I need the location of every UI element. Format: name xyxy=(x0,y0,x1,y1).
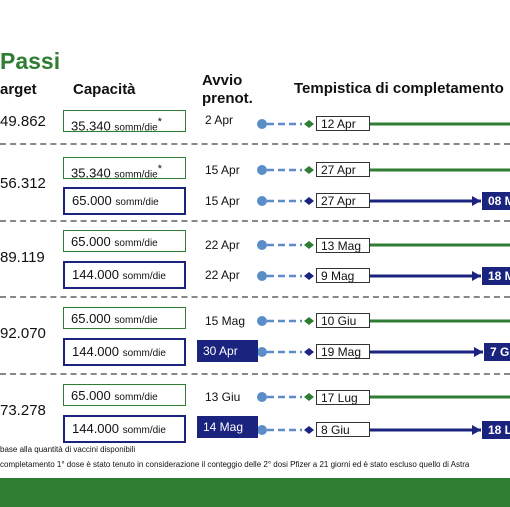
completion-date: 19 Mag xyxy=(316,344,370,359)
capacity-box-highlight: 144.000 somm/die xyxy=(63,415,186,443)
start-dot xyxy=(257,392,267,402)
capacity-number: 65.000 xyxy=(71,311,111,326)
start-date-highlight: 30 Apr xyxy=(197,340,258,362)
completion-date: 17 Lug xyxy=(316,390,370,405)
capacity-box: 65.000 somm/die xyxy=(63,307,186,329)
page-title: Passi xyxy=(0,48,61,74)
completion-date: 10 Giu xyxy=(316,313,370,328)
diamond-marker xyxy=(304,166,314,174)
completion-date: 8 Giu xyxy=(316,422,370,437)
capacity-unit: somm/die xyxy=(115,197,159,208)
completion-date: 27 Apr xyxy=(316,162,370,177)
end-date-label: 7 G xyxy=(484,343,510,361)
capacity-unit: somm/die xyxy=(114,392,158,403)
capacity-box-highlight: 65.000 somm/die xyxy=(63,187,186,215)
arrow-head xyxy=(472,271,481,281)
footnote: completamento 1° dose è stato tenuto in … xyxy=(0,460,470,469)
header-timeline: Tempistica di completamento xyxy=(294,80,504,97)
arrow-head xyxy=(472,196,481,206)
group-separator xyxy=(0,296,510,298)
target-value: 92.070 xyxy=(0,325,46,342)
completion-date: 12 Apr xyxy=(316,116,370,131)
footnote: base alla quantità di vaccini disponibil… xyxy=(0,445,136,454)
start-date: 13 Giu xyxy=(205,390,241,404)
diamond-marker xyxy=(304,197,314,205)
group-separator xyxy=(0,143,510,145)
start-dot xyxy=(257,347,267,357)
capacity-box-highlight: 144.000 somm/die xyxy=(63,261,186,289)
diamond-marker xyxy=(304,317,314,325)
capacity-unit: somm/die xyxy=(114,122,158,134)
capacity-unit: somm/die xyxy=(114,169,158,181)
end-date-label: 08 M xyxy=(482,192,510,210)
header-target: arget xyxy=(0,81,37,98)
diamond-marker xyxy=(304,426,314,434)
footer-bar xyxy=(0,478,510,507)
capacity-number: 65.000 xyxy=(71,388,111,403)
start-dot xyxy=(257,119,267,129)
capacity-unit: somm/die xyxy=(114,315,158,326)
capacity-number: 35.340 xyxy=(71,118,111,134)
diamond-marker xyxy=(304,272,314,280)
capacity-box: 65.000 somm/die xyxy=(63,384,186,406)
capacity-box: 65.000 somm/die xyxy=(63,230,186,252)
target-value: 89.119 xyxy=(0,249,45,266)
capacity-unit: somm/die xyxy=(114,238,158,249)
capacity-number: 144.000 xyxy=(72,267,119,282)
capacity-asterisk: * xyxy=(157,163,162,175)
header-start-line2: prenot. xyxy=(202,90,253,107)
capacity-box: 35.340 somm/die* xyxy=(63,110,186,134)
capacity-box-highlight: 144.000 somm/die xyxy=(63,338,186,366)
end-date-label: 18 M xyxy=(482,267,510,285)
start-dot xyxy=(257,196,267,206)
diamond-marker xyxy=(304,348,314,356)
arrow-head xyxy=(472,425,481,435)
start-dot xyxy=(257,271,267,281)
completion-date: 13 Mag xyxy=(316,238,370,253)
start-date: 22 Apr xyxy=(205,268,240,282)
start-dot xyxy=(257,165,267,175)
diamond-marker xyxy=(304,241,314,249)
start-date: 15 Mag xyxy=(205,314,246,328)
capacity-number: 65.000 xyxy=(71,234,111,249)
start-date: 15 Apr xyxy=(205,194,240,208)
header-capacity: Capacità xyxy=(73,81,136,98)
capacity-number: 35.340 xyxy=(71,165,111,181)
capacity-asterisk: * xyxy=(157,116,162,128)
start-dot xyxy=(257,240,267,250)
completion-date: 27 Apr xyxy=(316,193,370,208)
capacity-box: 35.340 somm/die* xyxy=(63,157,186,181)
diamond-marker xyxy=(304,120,314,128)
diamond-marker xyxy=(304,393,314,401)
completion-date: 9 Mag xyxy=(316,268,370,283)
start-date: 15 Apr xyxy=(205,163,240,177)
group-separator xyxy=(0,220,510,222)
capacity-unit: somm/die xyxy=(122,348,166,359)
start-date: 22 Apr xyxy=(205,238,240,252)
start-date-highlight: 14 Mag xyxy=(197,416,258,438)
start-dot xyxy=(257,316,267,326)
arrow-head xyxy=(474,347,483,357)
start-dot xyxy=(257,425,267,435)
target-value: 49.862 xyxy=(0,113,46,130)
capacity-number: 65.000 xyxy=(72,193,112,208)
group-separator xyxy=(0,373,510,375)
header-start-line1: Avvio xyxy=(202,72,243,89)
target-value: 73.278 xyxy=(0,402,46,419)
start-date: 2 Apr xyxy=(205,113,234,127)
capacity-unit: somm/die xyxy=(122,425,166,436)
capacity-unit: somm/die xyxy=(122,271,166,282)
capacity-number: 144.000 xyxy=(72,421,119,436)
target-value: 56.312 xyxy=(0,175,46,192)
capacity-number: 144.000 xyxy=(72,344,119,359)
end-date-label: 18 L xyxy=(482,421,510,439)
